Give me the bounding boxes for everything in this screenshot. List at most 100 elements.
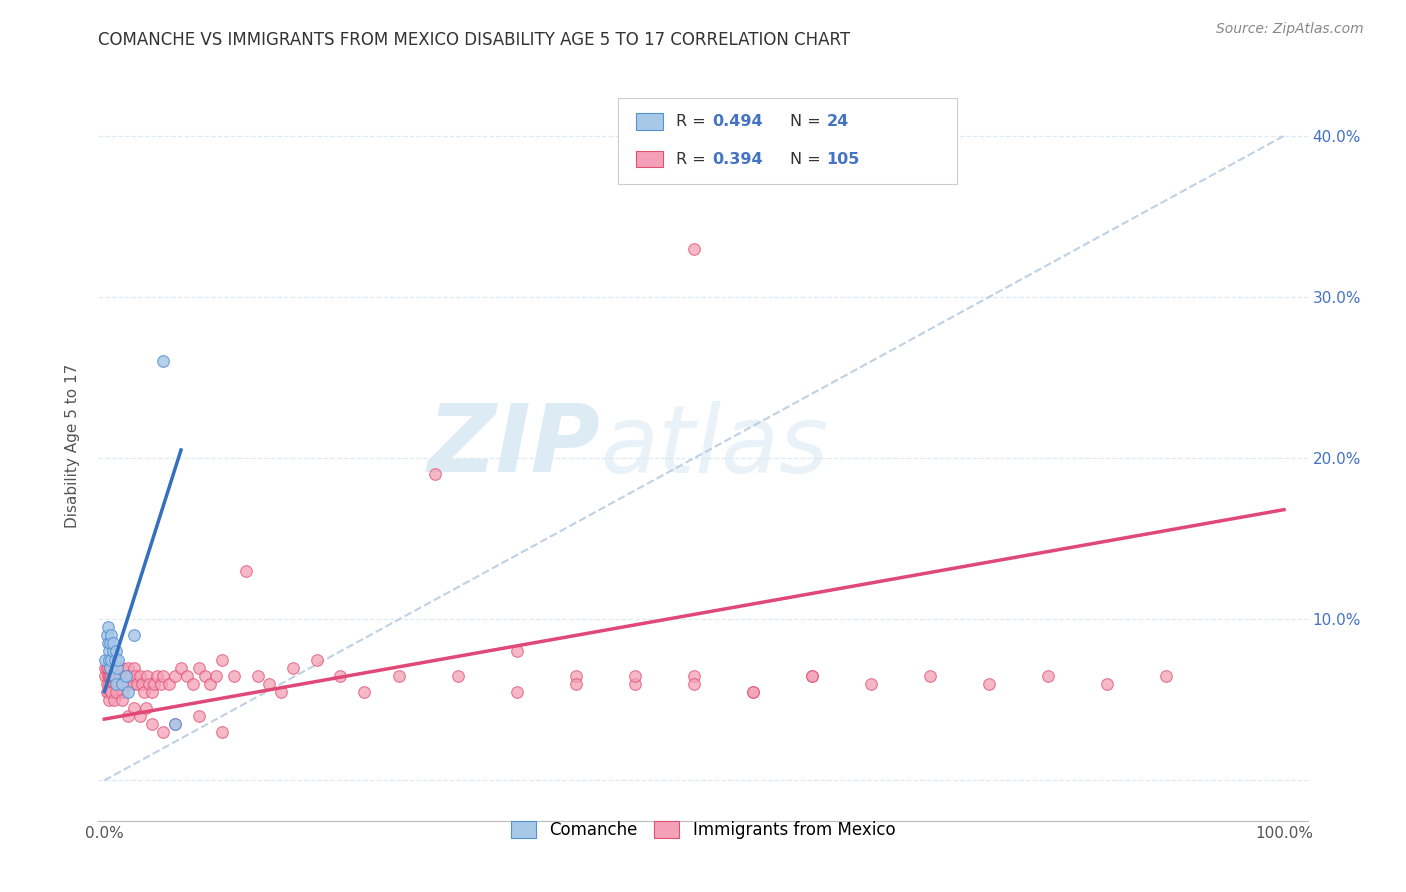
Point [742, 684, 765, 698]
Point [235, 564, 257, 578]
Point [122, 628, 145, 642]
Point [801, 668, 824, 682]
Point [1154, 668, 1177, 682]
Point [98, 644, 121, 658]
Y-axis label: Disability Age 5 to 17: Disability Age 5 to 17 [65, 364, 80, 528]
Point [111, 676, 134, 690]
Point [259, 676, 281, 690]
Point [131, 676, 153, 690]
Point [388, 668, 411, 682]
Point [187, 709, 209, 723]
Text: 105: 105 [827, 152, 859, 167]
Point [97, 636, 120, 650]
Text: ZIP: ZIP [427, 400, 600, 492]
Point [181, 676, 204, 690]
Point [801, 668, 824, 682]
Point [112, 684, 135, 698]
Point [98, 660, 121, 674]
Point [165, 717, 187, 731]
Text: COMANCHE VS IMMIGRANTS FROM MEXICO DISABILITY AGE 5 TO 17 CORRELATION CHART: COMANCHE VS IMMIGRANTS FROM MEXICO DISAB… [98, 31, 851, 49]
Point [96, 628, 118, 642]
Point [98, 676, 121, 690]
Point [860, 676, 883, 690]
Point [111, 660, 134, 674]
Point [111, 676, 134, 690]
Point [165, 668, 187, 682]
Point [135, 701, 157, 715]
Point [128, 668, 150, 682]
Point [270, 684, 292, 698]
Point [205, 668, 228, 682]
Point [101, 684, 124, 698]
Point [105, 684, 128, 698]
Point [100, 684, 122, 698]
Point [105, 660, 128, 674]
Point [281, 660, 304, 674]
Point [100, 676, 122, 690]
Text: N =: N = [790, 114, 825, 129]
Text: R =: R = [676, 152, 711, 167]
Point [103, 676, 125, 690]
Point [117, 684, 139, 698]
Point [122, 660, 145, 674]
Point [97, 660, 120, 674]
Point [683, 242, 706, 256]
FancyBboxPatch shape [637, 151, 664, 168]
Point [100, 660, 122, 674]
Text: Source: ZipAtlas.com: Source: ZipAtlas.com [1216, 22, 1364, 37]
Point [103, 693, 125, 707]
Point [128, 709, 150, 723]
Point [194, 668, 217, 682]
Point [122, 701, 145, 715]
Point [101, 636, 124, 650]
Point [305, 652, 328, 666]
Point [104, 652, 127, 666]
Point [121, 676, 143, 690]
Point [108, 668, 131, 682]
Point [124, 668, 146, 682]
Point [222, 668, 245, 682]
Point [920, 668, 942, 682]
Point [135, 668, 157, 682]
Text: R =: R = [676, 114, 711, 129]
Point [110, 684, 132, 698]
Point [170, 660, 193, 674]
Point [96, 660, 118, 674]
Point [98, 693, 121, 707]
Text: 24: 24 [827, 114, 849, 129]
FancyBboxPatch shape [619, 97, 957, 184]
Point [149, 676, 172, 690]
Point [96, 676, 118, 690]
Point [97, 620, 120, 634]
Point [98, 636, 121, 650]
Point [94, 668, 117, 682]
Point [100, 628, 122, 642]
Point [157, 676, 180, 690]
Point [1036, 668, 1059, 682]
Point [683, 668, 706, 682]
Point [117, 676, 139, 690]
Text: 0.394: 0.394 [713, 152, 763, 167]
Point [329, 668, 352, 682]
Point [165, 717, 187, 731]
Point [98, 668, 121, 682]
Point [120, 668, 142, 682]
Point [103, 668, 125, 682]
Point [624, 668, 647, 682]
Point [98, 684, 121, 698]
Point [96, 684, 118, 698]
Point [211, 652, 233, 666]
Point [423, 467, 446, 482]
Point [115, 668, 138, 682]
Point [98, 668, 121, 682]
Point [101, 644, 124, 658]
Text: 0.494: 0.494 [713, 114, 763, 129]
Point [94, 652, 117, 666]
Point [146, 668, 169, 682]
Point [200, 676, 222, 690]
Point [152, 725, 174, 739]
Point [134, 684, 156, 698]
Point [211, 725, 233, 739]
Point [141, 717, 163, 731]
Text: atlas: atlas [600, 401, 828, 491]
